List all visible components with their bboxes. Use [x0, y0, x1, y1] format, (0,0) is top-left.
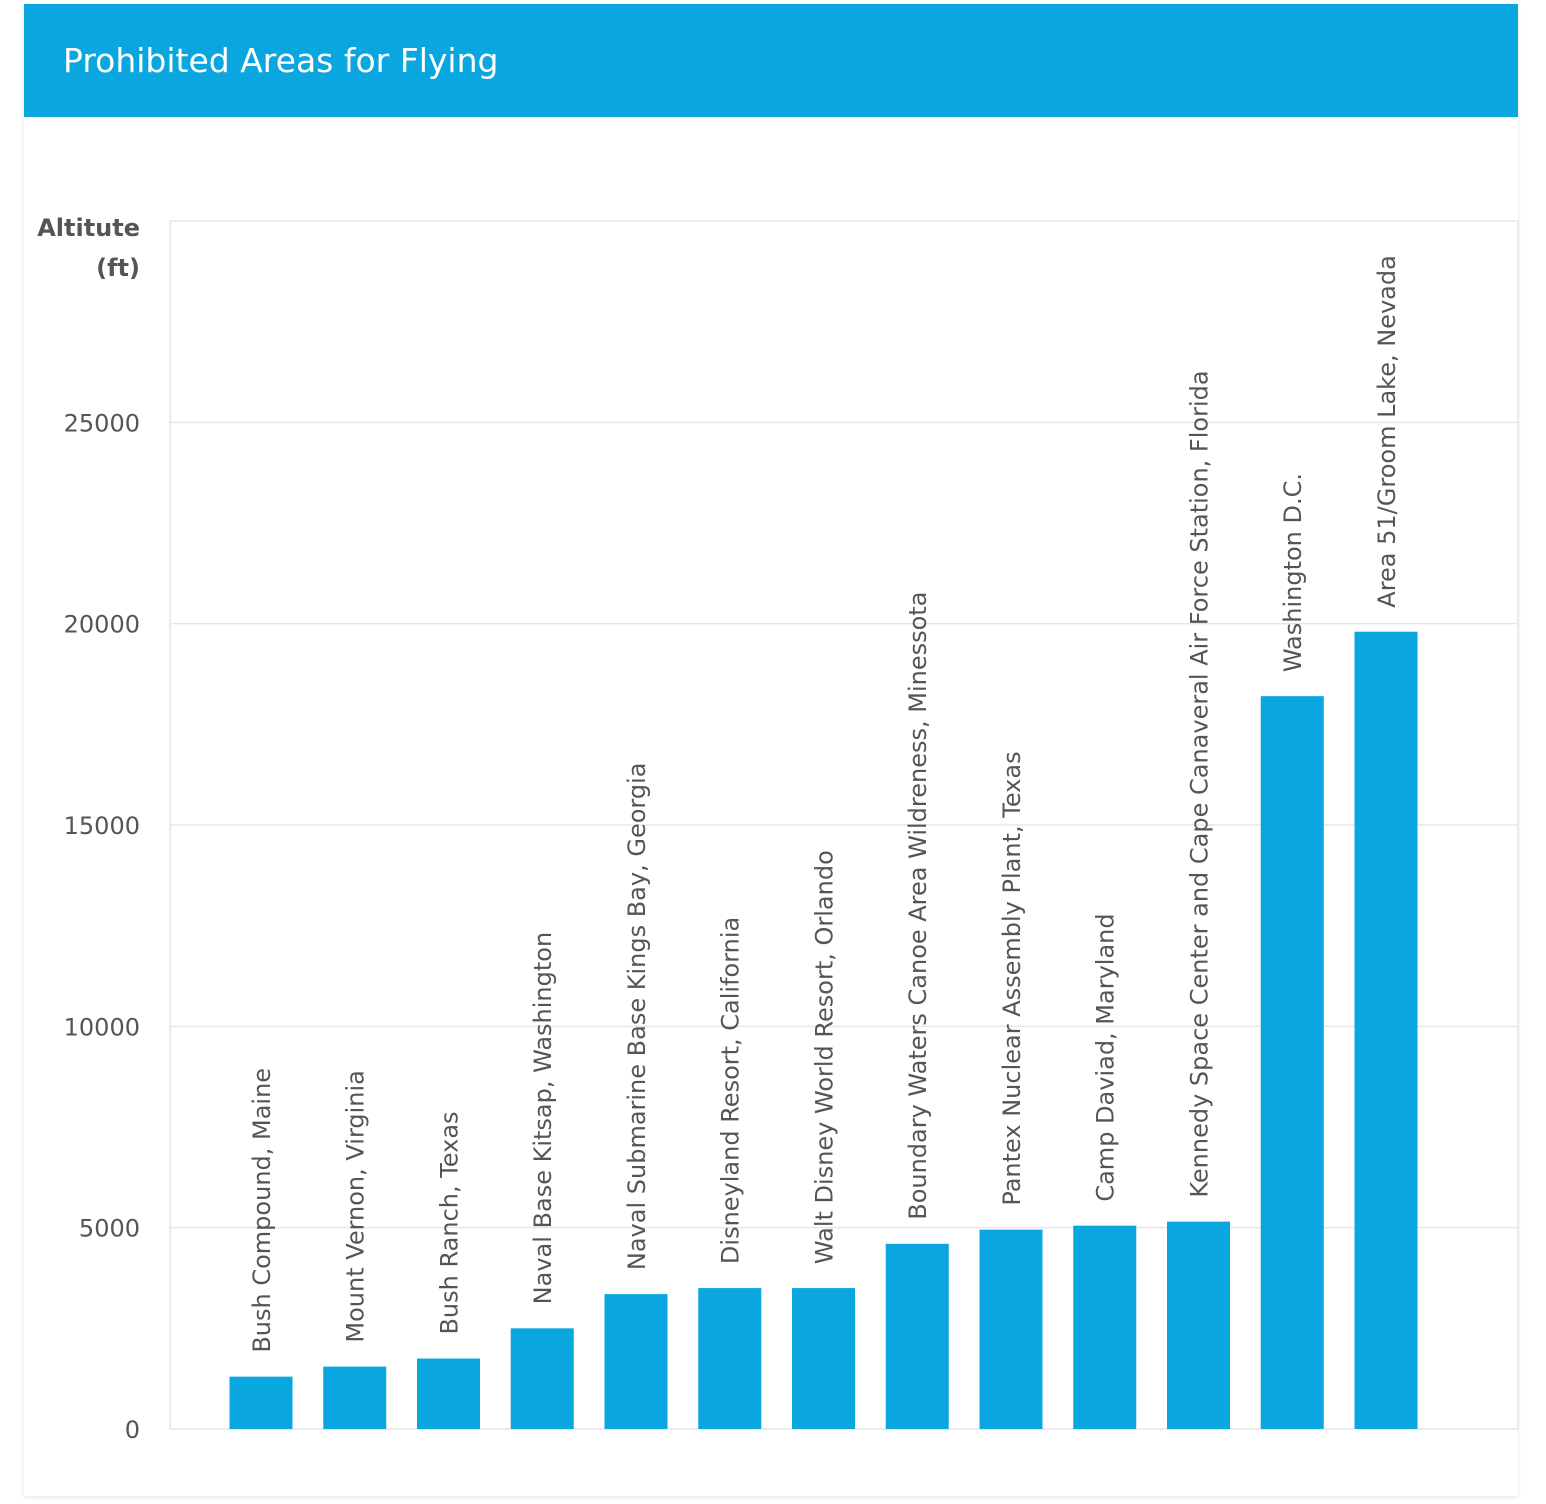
- category-label: Naval Base Kitsap, Washington: [529, 932, 557, 1305]
- bar: [1167, 1221, 1230, 1429]
- y-tick-label: 20000: [64, 611, 140, 639]
- y-axis-label: (ft): [96, 254, 140, 282]
- y-tick-label: 25000: [64, 409, 140, 437]
- category-label: Kennedy Space Center and Cape Canaveral …: [1186, 370, 1214, 1197]
- bar: [229, 1376, 293, 1429]
- category-label: Walt Disney World Resort, Orlando: [811, 850, 839, 1264]
- category-label: Disneyland Resort, California: [717, 917, 745, 1264]
- bar: [979, 1229, 1043, 1429]
- bar: [323, 1366, 387, 1429]
- bar: [792, 1288, 855, 1429]
- category-label: Pantex Nuclear Assembly Plant, Texas: [998, 751, 1026, 1205]
- bar: [698, 1288, 762, 1429]
- bar: [510, 1328, 574, 1429]
- y-tick-label: 5000: [79, 1215, 140, 1243]
- bar: [1354, 631, 1418, 1429]
- category-label: Washington D.C.: [1279, 473, 1307, 672]
- y-tick-label: 10000: [64, 1013, 140, 1041]
- category-label: Camp Daviad, Maryland: [1092, 913, 1120, 1201]
- category-label: Area 51/Groom Lake, Nevada: [1373, 255, 1401, 608]
- category-label: Bush Ranch, Texas: [436, 1111, 464, 1334]
- bar: [1260, 696, 1324, 1429]
- bar: [1073, 1225, 1137, 1429]
- chart-title: Prohibited Areas for Flying: [63, 41, 499, 80]
- category-label: Boundary Waters Canoe Area Wildreness, M…: [904, 592, 932, 1220]
- bar: [417, 1358, 480, 1429]
- bar: [604, 1294, 668, 1429]
- bar: [885, 1243, 949, 1429]
- category-label: Bush Compound, Maine: [248, 1068, 276, 1353]
- y-tick-label: 0: [125, 1416, 140, 1444]
- category-label: Mount Vernon, Virginia: [342, 1070, 370, 1342]
- y-tick-label: 15000: [64, 812, 140, 840]
- chart-header: Prohibited Areas for Flying: [24, 4, 1518, 117]
- category-label: Naval Submarine Base Kings Bay, Georgia: [623, 763, 651, 1271]
- y-axis-label: Altitute: [37, 214, 140, 242]
